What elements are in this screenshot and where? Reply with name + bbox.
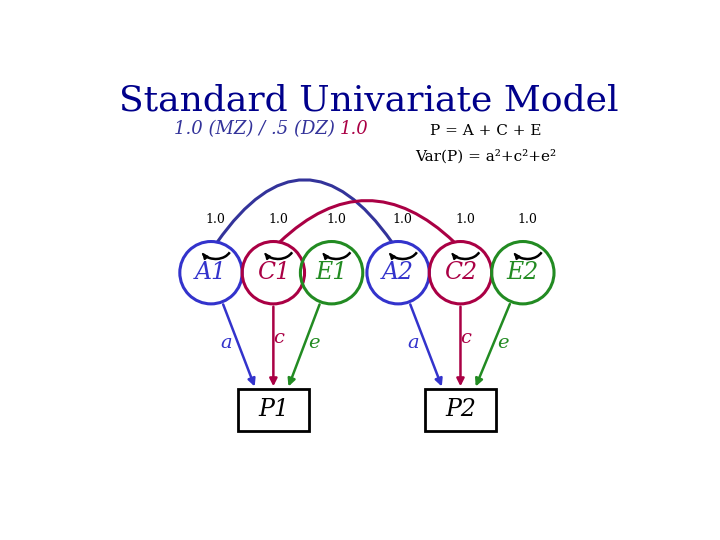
Text: E2: E2 [507,261,539,284]
Text: 1.0: 1.0 [206,213,225,226]
Text: E1: E1 [315,261,348,284]
Text: P = A + C + E: P = A + C + E [430,124,541,138]
Text: a: a [220,334,233,353]
Text: 1.0: 1.0 [393,213,413,226]
Text: e: e [309,334,320,353]
Text: 1.0 (MZ) / .5 (DZ): 1.0 (MZ) / .5 (DZ) [174,120,335,138]
Bar [238,389,309,431]
Text: P1: P1 [258,399,289,421]
Text: c: c [460,329,471,347]
Text: a: a [408,334,419,353]
Text: e: e [498,334,509,352]
Bar [425,389,496,431]
Text: P2: P2 [445,399,476,421]
Text: 1.0: 1.0 [518,213,537,226]
Text: A2: A2 [382,261,414,284]
Text: A1: A1 [195,261,227,284]
Text: c: c [273,329,284,347]
Text: Var(P) = a²+c²+e²: Var(P) = a²+c²+e² [415,149,556,164]
Text: Standard Univariate Model: Standard Univariate Model [120,84,618,118]
Text: C1: C1 [257,261,290,284]
Text: 1.0: 1.0 [340,120,369,138]
Text: 1.0: 1.0 [455,213,475,226]
Text: C2: C2 [444,261,477,284]
Text: 1.0: 1.0 [326,213,346,226]
Text: 1.0: 1.0 [268,213,288,226]
